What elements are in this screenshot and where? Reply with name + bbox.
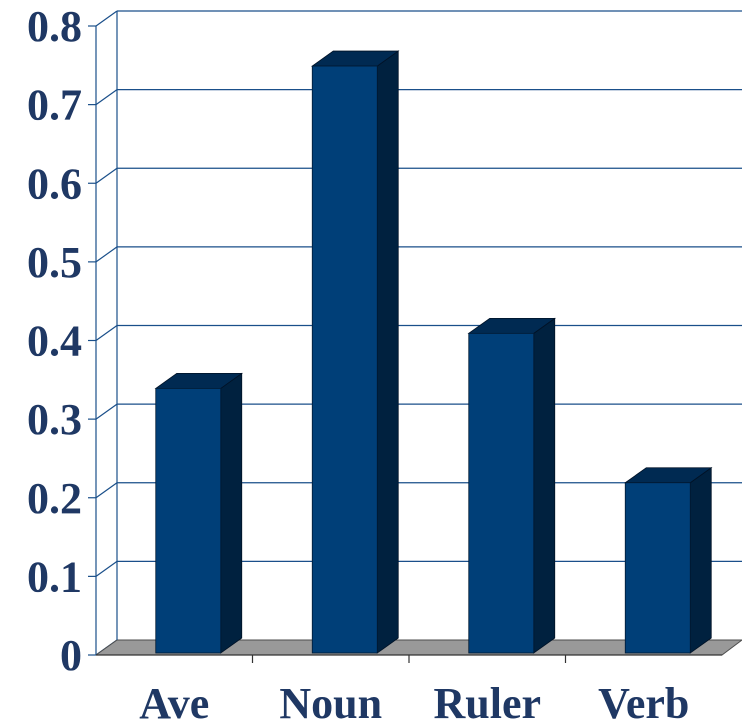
bar-front bbox=[155, 387, 222, 654]
gridline-connector bbox=[95, 482, 118, 499]
x-category-label: Ruler bbox=[433, 679, 541, 722]
bars bbox=[154, 50, 713, 654]
y-tick-label: 0.5 bbox=[27, 238, 82, 287]
y-tick-label: 0.1 bbox=[27, 552, 82, 601]
gridline-connector bbox=[95, 560, 118, 577]
y-tick-label: 0.3 bbox=[27, 395, 82, 444]
bar-ave bbox=[154, 372, 243, 654]
bar-side bbox=[533, 317, 556, 654]
y-tick-label: 0.2 bbox=[27, 474, 82, 523]
bar-verb bbox=[624, 466, 713, 654]
gridline-connector bbox=[95, 10, 118, 27]
gridline-connector bbox=[95, 167, 118, 184]
y-tick-label: 0.4 bbox=[27, 317, 82, 366]
x-category-label: Ave bbox=[139, 679, 209, 722]
bar-side bbox=[376, 50, 399, 654]
y-tick-label: 0.8 bbox=[27, 2, 82, 51]
y-tick-labels: 0 0.1 0.2 0.3 0.4 0.5 0.6 0.7 0.8 bbox=[27, 2, 82, 680]
x-category-label: Noun bbox=[279, 679, 382, 722]
y-tick-label: 0.7 bbox=[27, 81, 82, 130]
bar-ruler bbox=[467, 317, 556, 654]
y-tick-label: 0 bbox=[60, 631, 82, 680]
axes bbox=[88, 11, 722, 663]
bar-side bbox=[220, 372, 243, 654]
category-labels: Ave Noun Ruler Verb bbox=[139, 679, 689, 722]
bar-noun bbox=[311, 50, 400, 654]
bar-front bbox=[311, 65, 378, 654]
gridline-connector bbox=[95, 403, 118, 420]
bar-side bbox=[689, 466, 712, 654]
bar-front bbox=[624, 482, 691, 654]
gridline-connector bbox=[95, 89, 118, 106]
y-tick-label: 0.6 bbox=[27, 159, 82, 208]
bar-front bbox=[468, 332, 535, 654]
gridline-connector bbox=[95, 246, 118, 263]
x-category-label: Verb bbox=[598, 679, 689, 722]
gridline-connector bbox=[95, 325, 118, 341]
